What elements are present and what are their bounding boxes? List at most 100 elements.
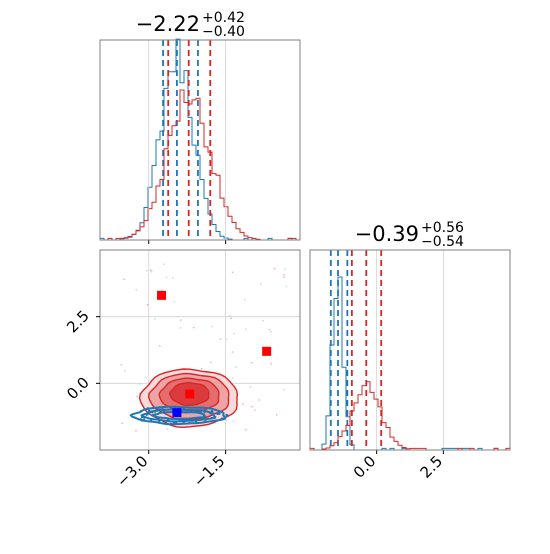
sample-point bbox=[158, 345, 161, 347]
sample-point bbox=[192, 326, 195, 329]
title-param1-main: −2.22 bbox=[136, 12, 200, 36]
sample-point-blue bbox=[161, 408, 164, 411]
sample-point bbox=[145, 269, 148, 272]
sample-point-blue bbox=[143, 416, 147, 419]
sample-point-blue bbox=[220, 417, 223, 420]
marker-2 bbox=[262, 346, 272, 356]
sample-point bbox=[244, 428, 247, 431]
ytick-label-joint-2: 2.5 bbox=[63, 307, 93, 337]
histogram-step-series-1 bbox=[99, 38, 300, 241]
sample-point-blue bbox=[194, 421, 198, 424]
sample-point bbox=[269, 330, 272, 333]
contour-blue-level-1 bbox=[129, 405, 227, 426]
sample-point-blue bbox=[210, 416, 213, 420]
sample-point bbox=[211, 325, 214, 328]
sample-point bbox=[138, 383, 141, 385]
axes-frame-right bbox=[309, 249, 511, 451]
sample-point-blue bbox=[152, 406, 155, 410]
sample-point bbox=[120, 364, 123, 366]
sample-point bbox=[254, 409, 256, 412]
title-param2-main: −0.39 bbox=[355, 222, 419, 246]
xtick-label-joint-2: −1.5 bbox=[190, 452, 228, 490]
title-param1-sub: −0.40 bbox=[202, 24, 245, 40]
sample-point-blue bbox=[158, 408, 162, 412]
marker-3 bbox=[185, 389, 195, 399]
sample-point bbox=[283, 276, 285, 279]
marker-4 bbox=[172, 408, 182, 418]
sample-point-blue bbox=[213, 416, 216, 419]
sample-point-blue bbox=[172, 422, 175, 425]
sample-point bbox=[135, 429, 137, 432]
sample-point bbox=[144, 376, 147, 379]
title-param2-sub: −0.54 bbox=[421, 234, 464, 250]
sample-point-blue bbox=[145, 413, 148, 416]
xtick-label-right-2: 2.5 bbox=[417, 452, 447, 482]
sample-point bbox=[121, 422, 124, 425]
sample-point bbox=[136, 395, 139, 398]
sample-point-blue bbox=[196, 409, 199, 412]
sample-point bbox=[262, 319, 264, 322]
sample-point bbox=[162, 263, 165, 266]
sample-point-blue bbox=[139, 410, 142, 413]
sample-point-blue bbox=[182, 419, 186, 423]
sample-point-blue bbox=[199, 410, 202, 413]
sample-point bbox=[249, 386, 252, 389]
sample-point bbox=[135, 288, 138, 291]
title-param1-sup: +0.42 bbox=[202, 10, 245, 26]
sample-point bbox=[173, 301, 176, 303]
sample-point-blue bbox=[220, 410, 223, 414]
sample-point-blue bbox=[226, 414, 229, 417]
sample-point bbox=[250, 361, 253, 364]
sample-point-blue bbox=[148, 411, 151, 414]
xtick-label-joint-1: −3.0 bbox=[113, 452, 151, 490]
histogram-step-series-2 bbox=[100, 89, 300, 241]
sample-point-blue bbox=[149, 418, 153, 422]
marginal-panel-param2: 0.0 2.5 bbox=[309, 249, 511, 482]
sample-point bbox=[235, 366, 238, 368]
sample-point bbox=[283, 274, 285, 276]
sample-point bbox=[124, 370, 126, 372]
sample-point-blue bbox=[140, 415, 144, 419]
sample-point-blue bbox=[182, 406, 186, 410]
histogram-step-param2-series-2 bbox=[309, 381, 511, 451]
sample-point bbox=[153, 317, 156, 320]
sample-point bbox=[179, 327, 182, 329]
sample-point-blue bbox=[146, 407, 149, 410]
sample-point bbox=[149, 269, 152, 272]
sample-point bbox=[146, 303, 149, 306]
marginal-panel-param1 bbox=[99, 38, 301, 244]
sample-point bbox=[209, 361, 212, 364]
sample-point bbox=[231, 271, 234, 274]
sample-point bbox=[231, 377, 234, 379]
sample-point bbox=[171, 277, 174, 279]
sample-point-blue bbox=[188, 422, 191, 425]
axes-frame-top bbox=[99, 39, 301, 241]
sample-point bbox=[285, 285, 288, 288]
sample-point bbox=[179, 319, 182, 322]
sample-point-blue bbox=[159, 406, 162, 409]
sample-point bbox=[251, 405, 253, 408]
title-param1: −2.22 +0.42 −0.40 bbox=[136, 10, 245, 40]
histogram-step-param2-series-1 bbox=[310, 276, 510, 451]
sample-point-blue bbox=[174, 421, 178, 424]
sample-point-blue bbox=[210, 410, 214, 413]
sample-point bbox=[273, 267, 276, 270]
sample-point-blue bbox=[166, 418, 170, 421]
axes-frame-joint bbox=[99, 249, 301, 451]
sample-point-blue bbox=[169, 422, 172, 426]
sample-point-blue bbox=[142, 418, 146, 421]
sample-point-blue bbox=[153, 410, 157, 413]
sample-point-blue bbox=[218, 412, 221, 415]
marker-1 bbox=[157, 290, 167, 300]
sample-point bbox=[258, 399, 261, 401]
sample-point bbox=[228, 314, 231, 317]
sample-point bbox=[232, 420, 235, 423]
joint-panel: −3.0 −1.5 0.0 2.5 bbox=[63, 249, 301, 491]
sample-point bbox=[233, 332, 235, 335]
sample-point bbox=[165, 276, 168, 279]
ytick-label-joint-1: 0.0 bbox=[63, 373, 93, 403]
sample-point-blue bbox=[151, 411, 154, 414]
sample-point bbox=[275, 413, 278, 416]
sample-point-blue bbox=[173, 406, 177, 409]
